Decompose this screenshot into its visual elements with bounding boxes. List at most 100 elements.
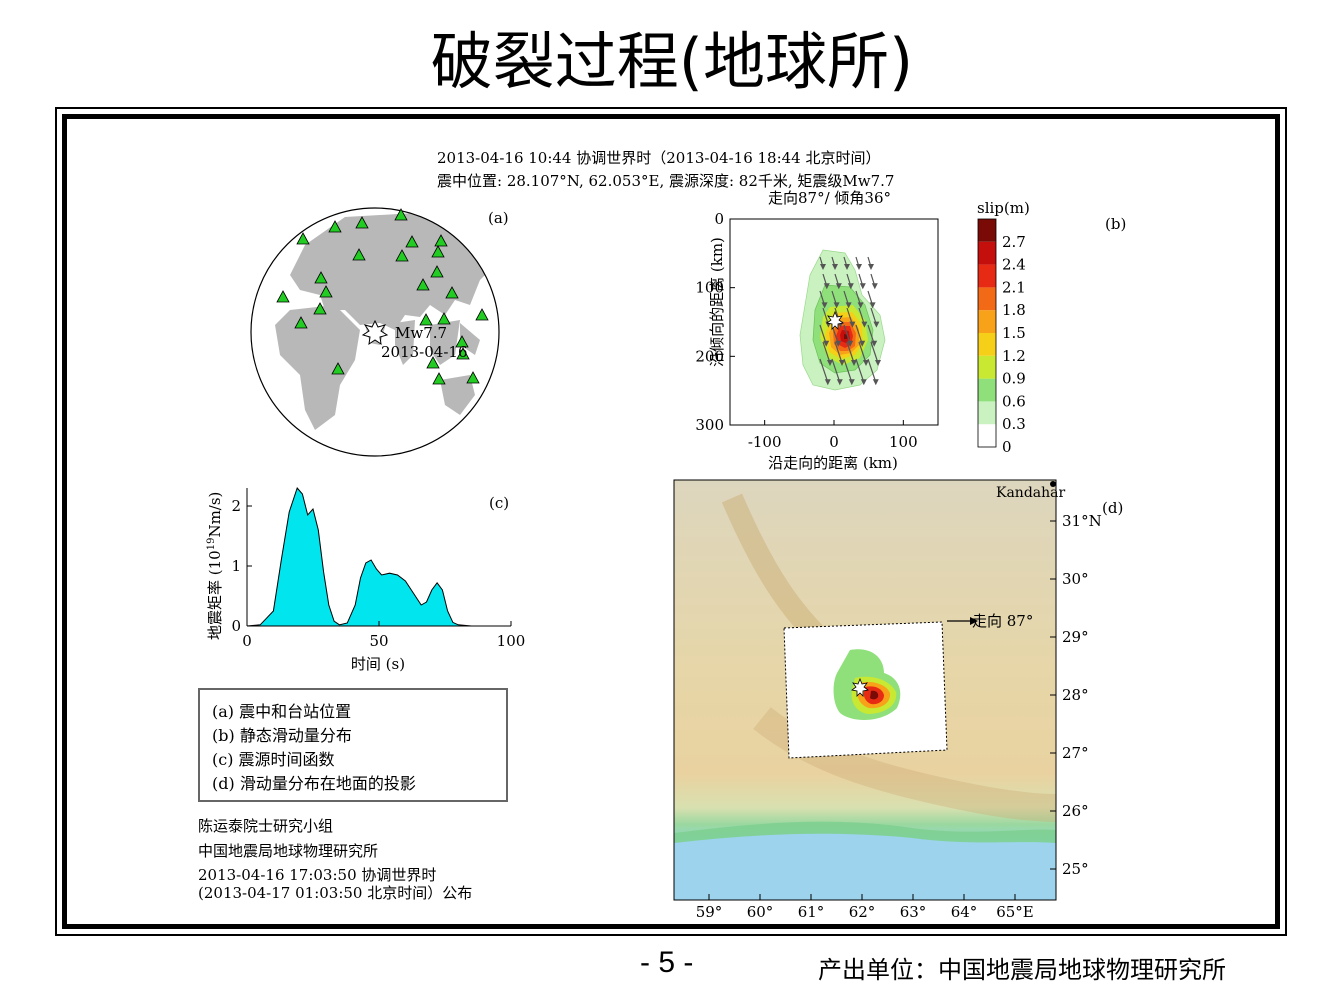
colorbar-tick-label: 1.5	[1002, 324, 1026, 342]
event-magnitude-label: Mw7.7	[395, 324, 447, 342]
slip-vector	[855, 324, 863, 344]
station-triangle	[355, 216, 369, 229]
slide-title: 破裂过程(地球所)	[430, 25, 914, 98]
slip-vector-head	[847, 283, 854, 290]
strike-arrowhead	[970, 617, 978, 625]
station-triangle	[352, 248, 366, 261]
figure-frame-outer	[55, 107, 1287, 936]
station-triangle	[405, 235, 419, 248]
strike-label: 走向 87°	[972, 612, 1033, 630]
legend-item: (b) 静态滑动量分布	[212, 726, 352, 745]
colorbar-frame	[977, 218, 997, 448]
stf-ylabel: 地震矩率 (1019Nm/s)	[206, 492, 224, 640]
slip-vector-head	[848, 379, 855, 386]
slip-vector	[843, 324, 851, 344]
panel-d-map: 走向 87° Kandahar 59° 60° 61° 62° 63° 64° 65°E 31…	[673, 479, 1123, 921]
colorbar-tick-label: 0.6	[1002, 392, 1026, 410]
slip-vector-head	[849, 321, 856, 328]
page-number: - 5 -	[640, 946, 694, 979]
sea	[674, 833, 1056, 900]
colorbar-tick-label: 0.9	[1002, 370, 1026, 388]
legend-item: (a) 震中和台站位置	[212, 702, 352, 721]
colorbar-tick-label: 0	[1002, 438, 1012, 456]
slip-vector	[867, 358, 877, 383]
epicenter-star	[361, 319, 389, 346]
slip-colorbar: 0 0.3 0.6 0.9 1.2 1.5 1.8 2.1 2.4 2.7	[977, 218, 1026, 456]
slip-vector-head	[871, 340, 878, 347]
colorbar-segment	[978, 241, 996, 265]
station-triangle	[276, 290, 290, 303]
slip-vector-head	[856, 264, 862, 270]
slip-vector-head	[823, 283, 830, 290]
kandahar-label: Kandahar	[996, 485, 1065, 501]
event-time-header: 2013-04-16 10:44 协调世界时（2013-04-16 18:44 …	[437, 149, 881, 167]
slip-vector-head	[860, 379, 867, 386]
station-markers	[276, 208, 489, 385]
stf-xlabel: 时间 (s)	[351, 655, 405, 673]
station-triangle	[475, 308, 489, 321]
slip-ylabel: 沿倾向的距离 (km)	[708, 237, 726, 367]
stf-ytick-label: 2	[231, 497, 241, 515]
station-triangle	[434, 234, 448, 247]
slip-vector-head	[833, 302, 840, 309]
slip-vector-head	[820, 264, 826, 270]
colorbar-tick-label: 2.4	[1002, 256, 1026, 274]
slip-vector-head	[861, 321, 868, 328]
colorbar-tick-label: 2.1	[1002, 278, 1026, 296]
slip-vector-head	[873, 321, 880, 328]
colorbar-segment	[978, 310, 996, 333]
slip-vector-head	[857, 302, 864, 309]
stf-ytick-label: 0	[231, 617, 241, 635]
stf-area	[246, 487, 511, 627]
slip-vector	[843, 358, 853, 383]
slip-ytick-label: 100	[695, 279, 724, 297]
slip-vector-head	[823, 340, 830, 347]
slip-vector-head	[863, 360, 869, 366]
map-lon-label: 61°	[798, 903, 825, 921]
colorbar-segment	[978, 333, 996, 356]
colorbar-segment	[978, 287, 996, 311]
map-axes: 59° 60° 61° 62° 63° 64° 65°E 31°N 30° 29° 28° 27° 26…	[696, 512, 1102, 921]
stf-xtick-label: 0	[242, 632, 252, 650]
slip-vector-head	[872, 379, 879, 386]
slip-ytick-label: 0	[714, 210, 724, 228]
map-lon-label: 65°E	[996, 903, 1034, 921]
station-triangle	[416, 278, 430, 291]
credit-line: 2013-04-16 17:03:50 协调世界时	[198, 866, 437, 884]
slip-vector-head	[821, 302, 828, 309]
slip-vector-head	[835, 283, 842, 290]
slip-vector	[855, 358, 865, 383]
colorbar-segment	[978, 355, 996, 379]
colorbar-segment	[978, 378, 996, 402]
map-frame	[673, 479, 1057, 901]
fault-geometry-header: 走向87°/ 倾角36°	[768, 189, 891, 207]
legend-item: (d) 滑动量分布在地面的投影	[212, 774, 416, 793]
map-lon-label: 64°	[951, 903, 978, 921]
slip-vector-head	[869, 302, 876, 309]
slip-xtick-label: 0	[829, 433, 839, 451]
station-triangle	[331, 362, 345, 375]
colorbar-segment	[978, 401, 996, 425]
colorbar-title: slip(m)	[977, 199, 1030, 217]
event-location-header: 震中位置: 28.107°N, 62.053°E, 震源深度: 82千米, 矩震…	[437, 172, 895, 190]
slip-vector	[831, 358, 841, 383]
panel-c-stf: 0 50 100 0 1 2 (c) 时间 (s) 地震矩率 (1019Nm/s)	[206, 487, 525, 673]
map-lat-label: 27°	[1062, 744, 1089, 762]
map-lat-label: 30°	[1062, 570, 1089, 588]
map-lat-label: 26°	[1062, 802, 1089, 820]
panel-a-tag: (a)	[488, 209, 509, 227]
slip-vector	[870, 341, 879, 364]
station-triangle	[426, 356, 440, 369]
colorbar-tick-label: 1.8	[1002, 301, 1026, 319]
map-lon-label: 60°	[747, 903, 774, 921]
slip-map	[799, 249, 886, 391]
stf-ytick-label: 1	[231, 557, 241, 575]
producer-credit: 产出单位：中国地震局地球物理研究所	[818, 956, 1226, 984]
station-triangle	[328, 220, 342, 233]
credit-line: (2013-04-17 01:03:50 北京时间）公布	[198, 884, 473, 902]
slip-vector-head	[868, 264, 874, 270]
panel-b-slip: -100 0 100 0 100 200 300 沿倾向的距离 (km) 沿走向的距离 (k…	[695, 199, 1126, 472]
panel-b-tag: (b)	[1105, 215, 1126, 233]
slip-vector	[867, 324, 875, 344]
station-triangle	[419, 313, 433, 326]
